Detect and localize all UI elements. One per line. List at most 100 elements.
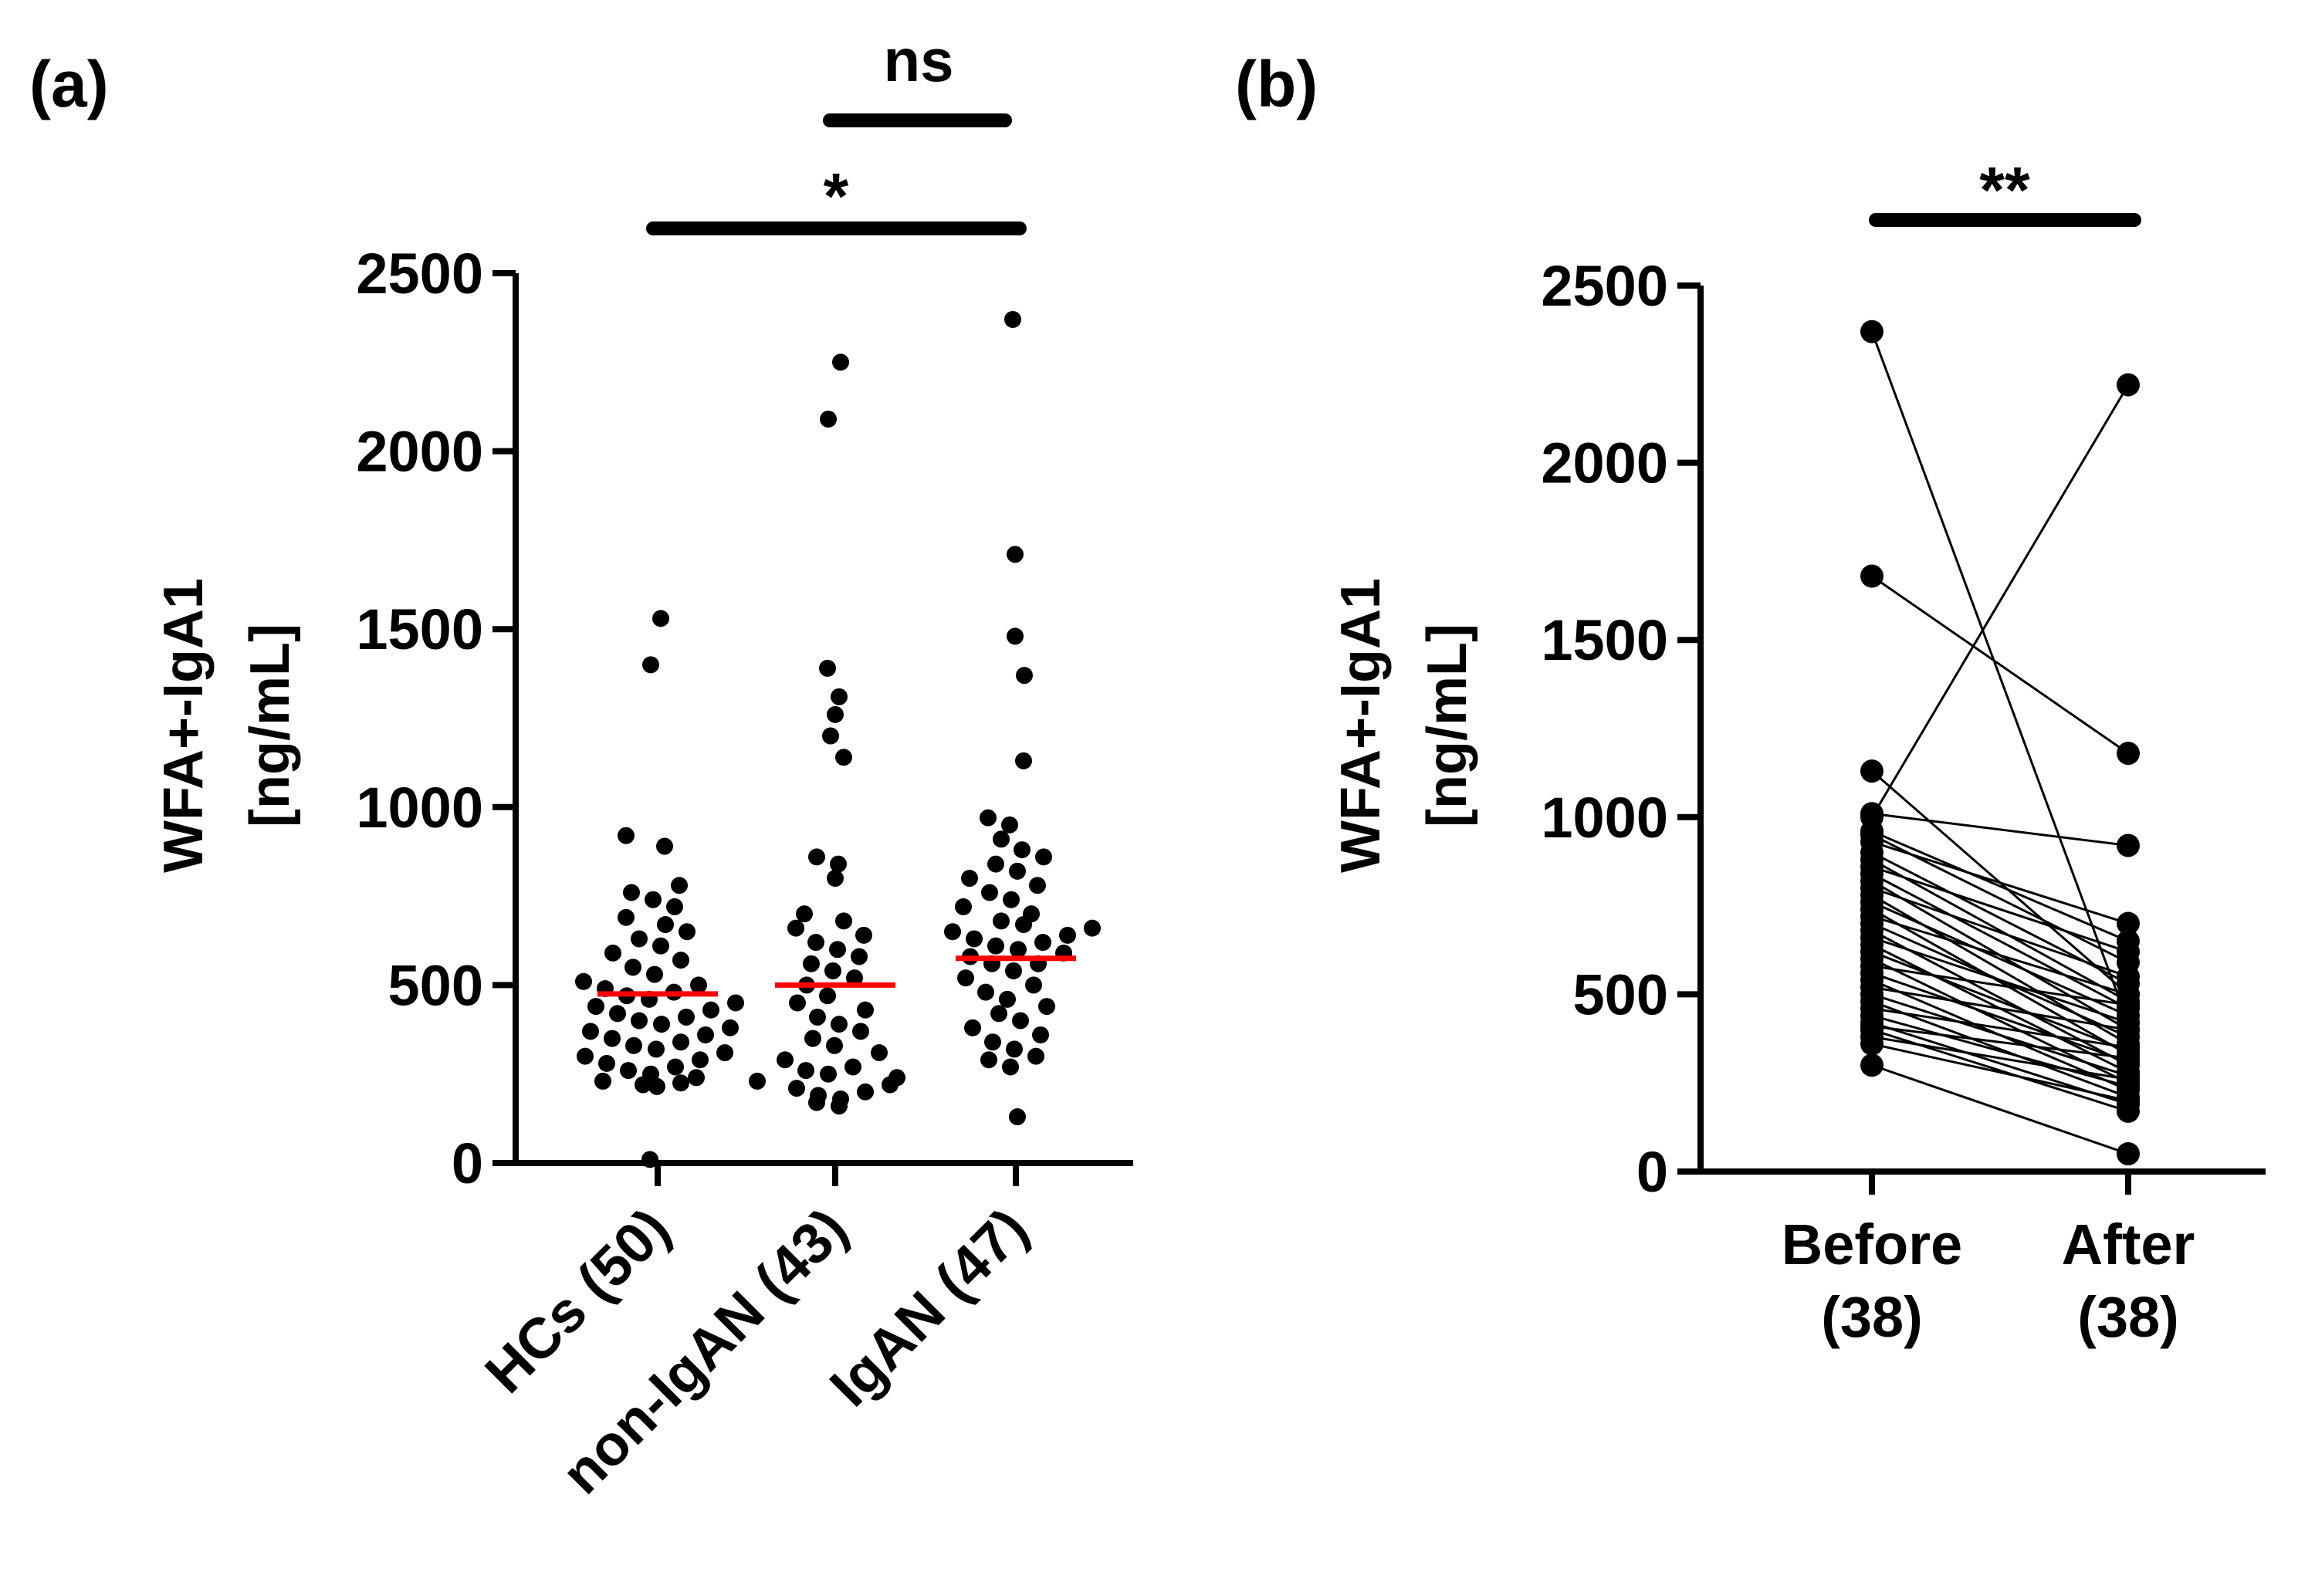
panel-b: (b) WFA+-IgA1 [ng/mL] 0 500 1000 1500 2000 25… [1235,48,2266,1349]
panel-a-point [990,1005,1007,1023]
panel-a-point [575,972,592,990]
panel-a-point [618,827,635,844]
panel-b-pair-line [1870,384,2130,818]
panel-b-pair-line [1871,840,2129,925]
panel-a-label: (a) [29,48,109,120]
panel-a-point [1001,816,1018,834]
panel-a-point [846,969,863,987]
panel-b-pair-line [1871,1043,2129,1102]
panel-a-point [820,1065,837,1083]
panel-a: (a) WFA+-IgA1 [ng/mL] 0 500 1000 1500 2000 25… [29,26,1133,1506]
panel-b-point-after [2117,742,2140,766]
panel-a-point [809,1008,826,1026]
panel-a-point [820,411,837,428]
panel-a-point [666,898,683,915]
panel-a-point [1010,941,1027,959]
panel-a-point [648,1040,665,1058]
panel-a-point [587,998,604,1016]
panel-a-point [851,948,868,965]
panel-a-point [993,830,1010,848]
panel-a-point [1038,998,1055,1016]
panel-b-y-tick-label: 1500 [1541,608,1668,672]
panel-a-point [888,1069,905,1087]
panel-a-point [672,1074,689,1092]
panel-b-pair-line [1871,908,2129,1056]
panel-b-pair-line [1871,1000,2129,1098]
panel-b-pair-line [1871,1007,2129,1049]
panel-a-point [807,934,824,952]
panel-a-point [1004,310,1021,328]
panel-a-point [819,987,836,1005]
panel-b-x-tick-label: After [2062,1212,2195,1276]
panel-a-point [1006,1040,1023,1058]
panel-a-point [857,1083,874,1101]
panel-b-pair-line [1871,1036,2129,1081]
panel-a-point [722,1019,739,1036]
panel-a-point [631,930,648,948]
panel-a-point [824,962,841,979]
panel-a-point [999,990,1016,1008]
panel-b-pair-line [1871,887,2129,978]
panel-a-point [961,870,978,888]
panel-a-points [575,310,1101,1168]
panel-b-point-before [1860,1053,1883,1077]
panel-b-pair-lines [1870,331,2130,1155]
panel-a-y-axis-label-line2: [ng/mL] [239,624,301,827]
panel-a-point [1007,546,1024,563]
panel-a-point [804,1030,821,1047]
panel-a-point [1007,627,1024,645]
panel-b-pair-line [1871,972,2129,1063]
panel-a-point [831,688,848,705]
panel-a-point [594,1072,611,1090]
panel-a-point [984,1033,1001,1051]
panel-a-point [1032,1026,1049,1043]
sig-label-star: * [824,160,849,232]
panel-a-point [822,727,839,745]
panel-a-point [964,1019,981,1036]
panel-b-y-tick-label: 2500 [1541,254,1668,318]
panel-a-point [1034,934,1051,952]
panel-b-significance: ** [1869,154,2141,227]
panel-a-point [1059,926,1076,944]
panel-a-point [832,1090,849,1107]
panel-a-point [835,912,852,930]
panel-a-point [977,983,994,1001]
panel-b-pair-line [1871,1025,2129,1060]
panel-a-point [787,919,804,937]
panel-a-point [987,937,1004,955]
panel-b-y-axis-label: WFA+-IgA1 [ng/mL] [1330,578,1478,873]
panel-a-significance: ns * [646,26,1027,235]
panel-a-point [957,969,974,987]
panel-a-point [716,1044,733,1062]
panel-a-point [631,1012,648,1030]
panel-b-point-after [2117,940,2140,964]
panel-a-point [1009,862,1026,880]
panel-a-point [831,1016,848,1033]
panel-a-y-axis-label-line1: WFA+-IgA1 [153,578,215,873]
panel-a-point [1003,891,1020,908]
panel-a-point [690,976,707,994]
panel-a-point [808,848,825,866]
panel-a-point [1014,841,1031,859]
panel-a-point [987,855,1004,873]
panel-a-point [788,1080,805,1097]
panel-a-point [803,955,820,972]
panel-a-point [598,1054,615,1072]
panel-a-x-tick-label: IgAN (47) [817,1196,1040,1418]
panel-b-pair-line [1871,915,2129,996]
panel-b-axes: 0 500 1000 1500 2000 2500 Before (38) After (38) [1541,254,2266,1349]
panel-a-point [652,937,669,955]
panel-a-point [609,1005,626,1023]
panel-a-point [852,1023,869,1040]
panel-b-point-after [2117,373,2140,397]
panel-b-point-after [2117,965,2140,989]
panel-b-point-after [2117,911,2140,935]
panel-a-point [1015,752,1032,769]
panel-a-point [835,749,852,766]
panel-b-point-after [2117,834,2140,857]
panel-a-point [826,1036,843,1054]
panel-b-y-axis-label-line1: WFA+-IgA1 [1330,578,1392,873]
panel-a-point [727,994,744,1012]
panel-a-point [688,1069,705,1087]
panel-b-points [1860,320,2140,1166]
